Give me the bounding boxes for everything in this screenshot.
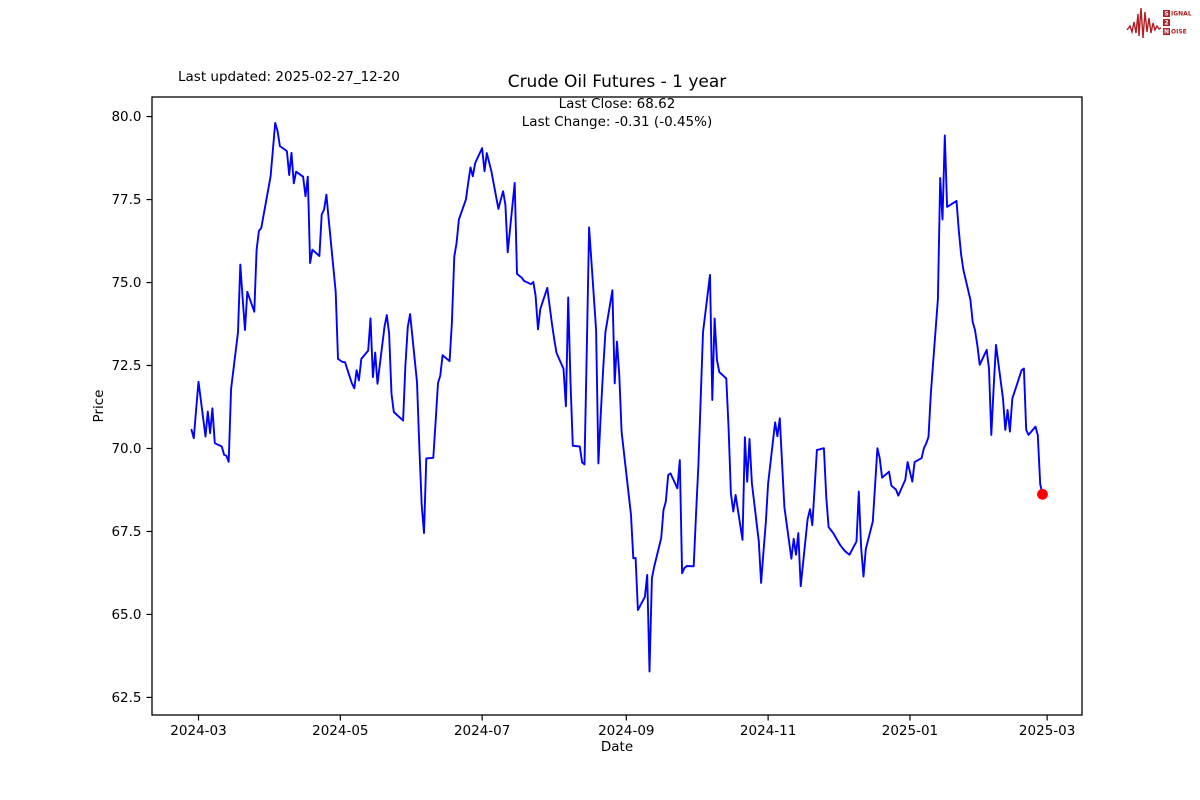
logo-word-noise: OISE <box>1171 29 1187 36</box>
signal2noise-logo: S IGNAL 2 N OISE <box>1126 7 1192 39</box>
y-tick-label: 72.5 <box>111 358 141 374</box>
y-tick-label: 75.0 <box>111 275 141 291</box>
logo-digit-2: 2 <box>1164 20 1168 27</box>
y-tick-label: 67.5 <box>111 524 141 540</box>
y-tick-label: 62.5 <box>111 690 141 706</box>
x-axis-title: Date <box>600 739 634 755</box>
x-tick-label: 2024-11 <box>740 723 796 739</box>
x-tick-label: 2024-03 <box>170 723 226 739</box>
plot-border <box>151 96 1083 716</box>
last-updated-label: Last updated: 2025-02-27_12-20 <box>178 69 400 85</box>
chart-subtitle: Last Close: 68.62 Last Change: -0.31 (-0… <box>522 96 712 131</box>
waveform-icon <box>1126 7 1162 39</box>
x-tick-label: 2025-01 <box>882 723 938 739</box>
last-close-text: Last Close: 68.62 <box>558 96 676 112</box>
y-tick-label: 70.0 <box>111 441 141 457</box>
last-change-text: Last Change: -0.31 (-0.45%) <box>521 113 713 130</box>
x-tick-label: 2024-09 <box>598 723 654 739</box>
logo-letter-s: S <box>1164 11 1168 18</box>
logo-letter-n: N <box>1164 29 1169 36</box>
logo-word-signal: IGNAL <box>1171 11 1192 18</box>
price-line <box>190 121 1044 673</box>
x-tick-label: 2024-07 <box>454 723 510 739</box>
x-tick-label: 2024-05 <box>312 723 368 739</box>
x-tick-label: 2025-03 <box>1019 723 1075 739</box>
chart-title: Crude Oil Futures - 1 year <box>507 72 727 92</box>
y-tick-label: 80.0 <box>111 109 141 125</box>
y-axis-title: Price <box>91 389 107 423</box>
y-tick-label: 77.5 <box>111 192 141 208</box>
last-close-marker <box>1037 488 1048 500</box>
y-tick-label: 65.0 <box>111 607 141 623</box>
